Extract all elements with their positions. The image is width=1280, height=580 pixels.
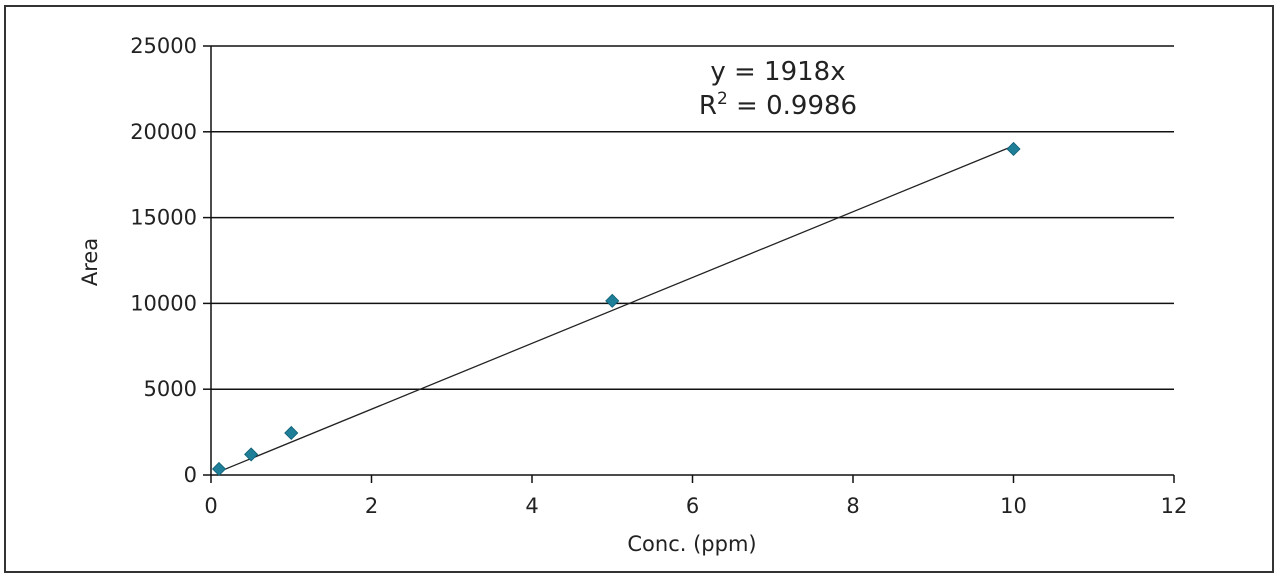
r-squared-value: = 0.9986 <box>728 91 857 121</box>
data-point <box>284 425 299 441</box>
data-point <box>211 461 227 477</box>
y-axis-title: Area <box>78 238 102 286</box>
x-tick-label: 6 <box>686 494 699 518</box>
x-tick-label: 8 <box>846 494 859 518</box>
trendline-equation: y = 1918x <box>710 57 845 87</box>
y-tick-label: 5000 <box>144 377 197 401</box>
x-tick-label: 12 <box>1161 494 1188 518</box>
chart-frame <box>4 5 1274 573</box>
x-tick-label: 2 <box>365 494 378 518</box>
trendline-group <box>218 145 1014 473</box>
y-tick-label: 20000 <box>130 120 197 144</box>
r-squared-prefix: R <box>699 91 717 121</box>
x-tick-label: 4 <box>525 494 538 518</box>
gridlines <box>211 45 1174 390</box>
x-axis-title: Conc. (ppm) <box>627 532 756 556</box>
r-squared-label: R2 = 0.9986 <box>699 89 857 121</box>
y-tick-label: 15000 <box>130 206 197 230</box>
data-point <box>244 447 259 462</box>
y-tick-label: 0 <box>184 463 197 487</box>
data-point <box>605 293 620 308</box>
y-tick-label: 10000 <box>130 291 197 315</box>
y-tick-label: 25000 <box>130 34 197 58</box>
trendline <box>218 145 1014 473</box>
x-tick-label: 10 <box>1000 494 1027 518</box>
x-tick-label: 0 <box>204 494 217 518</box>
r-squared-superscript: 2 <box>717 89 728 109</box>
tick-labels: 0 5000 10000 15000 20000 25000 0 2 4 6 8 10 12 <box>130 34 1187 518</box>
axes <box>203 45 1175 483</box>
data-point <box>1006 141 1021 157</box>
data-points <box>211 141 1021 477</box>
